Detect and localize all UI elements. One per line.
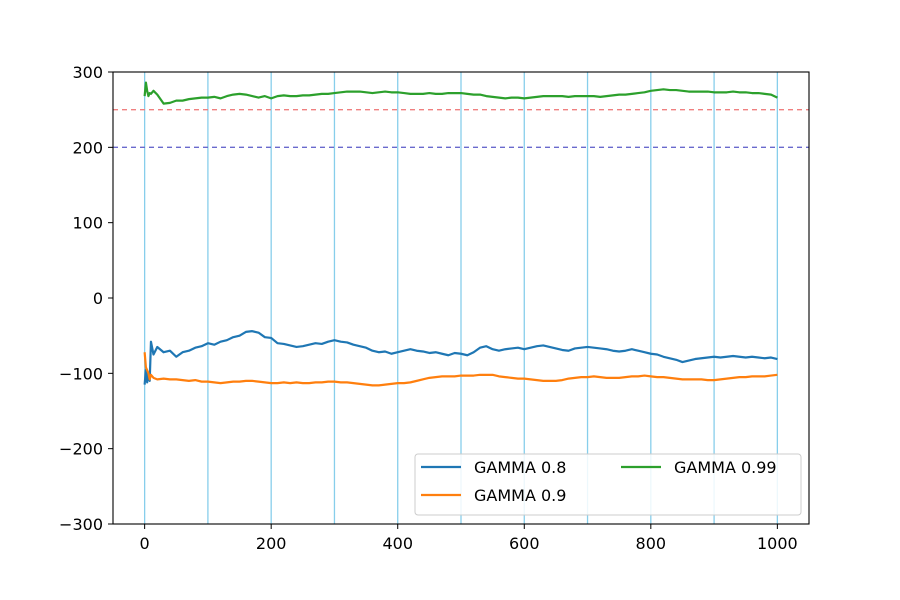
y-tick-label: −200 [59,440,103,459]
legend-box [414,453,802,516]
x-tick-label: 400 [382,534,413,553]
y-tick-label: −100 [59,364,103,383]
legend-label-2: GAMMA 0.9 [474,486,566,505]
series-line-3 [143,81,778,105]
y-tick-label: 300 [72,63,103,82]
y-tick-label: 200 [72,138,103,157]
y-tick-label: −300 [59,515,103,534]
y-tick-label: 100 [72,214,103,233]
x-tick-label: 800 [636,534,667,553]
x-tick-label: 0 [140,534,150,553]
legend-label-3: GAMMA 0.99 [674,458,777,477]
legend: GAMMA 0.8 GAMMA 0.9 GAMMA 0.99 [414,453,802,516]
plot-inner [113,72,809,524]
x-tick-label: 600 [509,534,540,553]
y-tick-label: 0 [93,289,103,308]
x-tick-label: 1000 [757,534,798,553]
plot-area: 0 200 400 600 800 1000 −300 −200 −100 0 100 200 300 G… [59,63,810,553]
legend-label-1: GAMMA 0.8 [474,458,566,477]
series-line-2 [143,352,778,387]
x-tick-label: 200 [256,534,287,553]
series-line-1 [143,330,778,385]
